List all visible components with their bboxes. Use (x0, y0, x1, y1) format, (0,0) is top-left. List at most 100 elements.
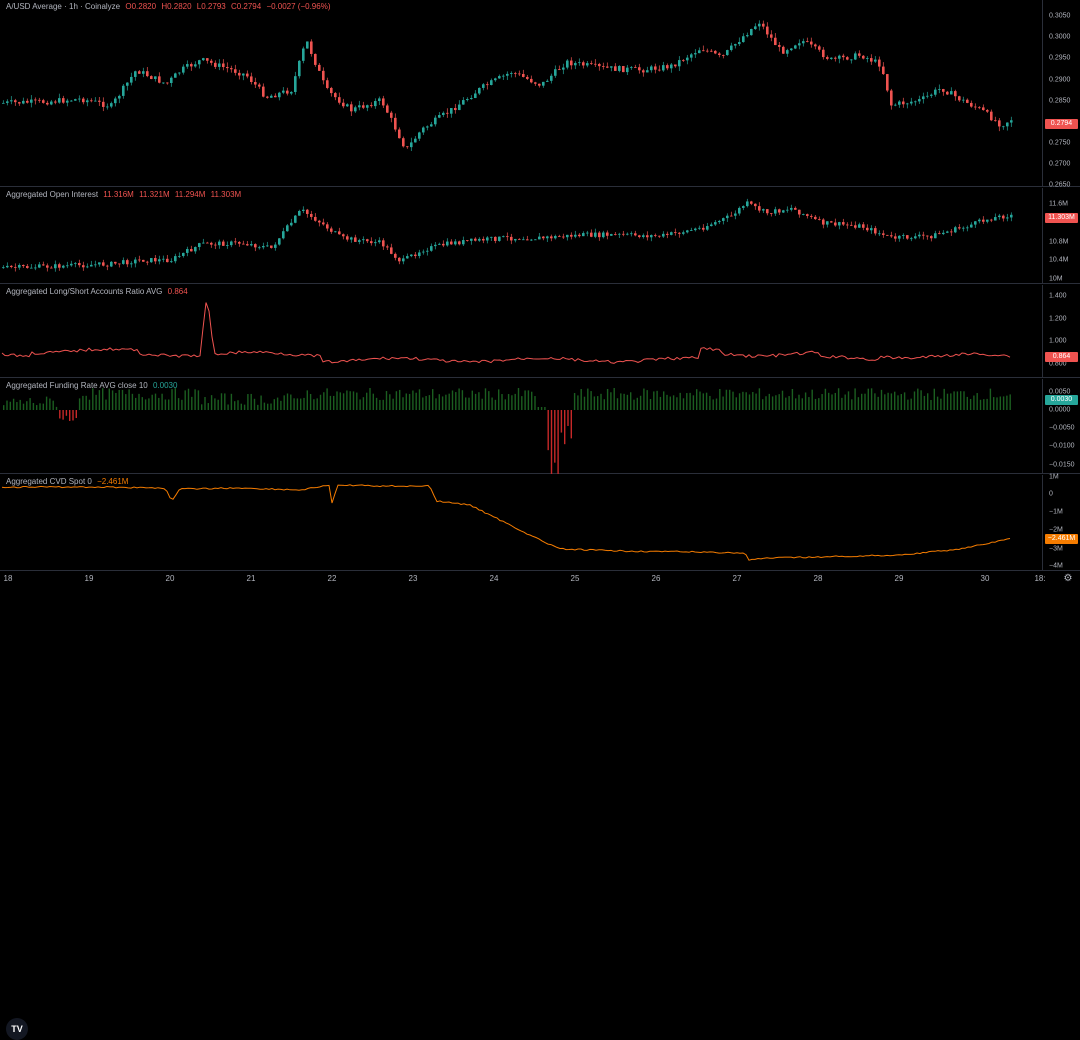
cvd-line[interactable] (0, 475, 1042, 570)
fr-bar (428, 395, 431, 410)
fr-bar (540, 407, 543, 410)
funding-rate-bars[interactable] (0, 379, 1042, 474)
price-candle-body (350, 104, 353, 112)
oi-candle-body (634, 233, 637, 236)
oi-axis[interactable]: 11.6M 10.8M 10.4M 10M 11.303M (1042, 188, 1080, 283)
fr-bar (227, 404, 229, 410)
fr-bar (65, 410, 68, 416)
price-candle-body (330, 87, 333, 94)
open-interest-pane[interactable]: Aggregated Open Interest 11.316M 11.321M… (0, 188, 1080, 284)
fr-axis[interactable]: 0.0050 0.0000 −0.0050 −0.0100 −0.0150 0.… (1042, 379, 1080, 473)
oi-candle-body (358, 240, 361, 242)
fr-bar (593, 396, 596, 410)
oi-candle-body (410, 254, 413, 257)
oi-candle-body (898, 235, 901, 239)
oi-candle-body (94, 264, 97, 266)
oi-candle-body (642, 235, 645, 237)
ls-legend: Aggregated Long/Short Accounts Ratio AVG… (6, 287, 191, 296)
oi-candle-body (278, 238, 281, 245)
price-candle-body (258, 84, 261, 87)
price-candle-body (170, 77, 173, 83)
price-candle-body (482, 84, 485, 88)
price-candle-body (942, 89, 945, 92)
fr-bar (366, 392, 368, 410)
oi-candle-body (218, 241, 221, 246)
fr-bar (260, 395, 262, 410)
funding-rate-pane[interactable]: Aggregated Funding Rate AVG close 10 0.0… (0, 379, 1080, 474)
price-candle-body (326, 80, 329, 88)
price-candle-body (954, 91, 957, 97)
fr-tick: −0.0150 (1049, 461, 1075, 469)
price-candle-body (346, 104, 349, 107)
fr-bar (418, 389, 421, 410)
oi-candle-body (442, 243, 445, 246)
fr-bar (484, 388, 487, 410)
oi-candle-body (806, 214, 809, 216)
price-candle-body (650, 66, 653, 71)
oi-candle-body (982, 219, 985, 222)
fr-bar (514, 393, 516, 410)
oi-candle-body (766, 209, 769, 214)
time-tick: 25 (570, 574, 580, 583)
fr-bar (131, 393, 134, 410)
oi-candle-body (522, 239, 525, 241)
oi-candle-body (626, 233, 629, 235)
price-candle-body (606, 66, 609, 68)
price-pane[interactable]: A/USD Average · 1h · Coinalyze O0.2820 H… (0, 0, 1080, 189)
fr-bar (610, 392, 612, 410)
time-tick: 26 (651, 574, 661, 583)
oi-candle-body (594, 232, 597, 237)
fr-bar (326, 388, 328, 410)
oi-candle-body (838, 222, 841, 226)
fr-tick: −0.0100 (1049, 442, 1075, 450)
oi-candle-body (26, 266, 29, 268)
gear-icon[interactable]: ⚙ (1063, 573, 1073, 584)
fr-bar (372, 393, 374, 410)
oi-candle-body (918, 234, 921, 237)
cvd-pane[interactable]: Aggregated CVD Spot 0 −2.461M 1M 0 −1M −… (0, 474, 1080, 1040)
oi-candle-body (718, 220, 721, 223)
price-tick: 0.3050 (1049, 12, 1071, 20)
oi-candle-body (854, 225, 857, 228)
fr-bar (841, 397, 843, 410)
fr-bar (788, 396, 790, 410)
price-tick: 0.2650 (1049, 181, 1071, 189)
fr-bar (963, 391, 965, 410)
price-tick: 0.2700 (1049, 160, 1071, 168)
oi-candle-body (714, 222, 717, 225)
price-candle-body (602, 66, 605, 67)
fr-bar (197, 390, 200, 410)
price-candle-body (158, 76, 161, 83)
oi-title: Aggregated Open Interest (6, 190, 99, 199)
price-axis[interactable]: 0.3050 0.3000 0.2950 0.2900 0.2850 0.275… (1042, 0, 1080, 189)
long-short-line[interactable] (0, 285, 1042, 378)
fr-bar (821, 394, 823, 410)
cvd-axis[interactable]: 1M 0 −1M −2M −3M −4M −2.461M (1042, 474, 1080, 570)
oi-candle-body (498, 236, 501, 241)
price-candles[interactable] (0, 0, 1042, 187)
price-candle-body (818, 46, 821, 50)
tradingview-logo[interactable]: TV (6, 1018, 28, 1040)
price-candle-body (86, 100, 89, 103)
price-candle-body (934, 89, 937, 95)
price-candle-body (254, 82, 257, 85)
time-axis[interactable]: 18 19 20 21 22 23 24 25 26 27 28 29 30 1… (0, 570, 1080, 586)
oi-candle-body (222, 241, 225, 246)
long-short-pane[interactable]: Aggregated Long/Short Accounts Ratio AVG… (0, 285, 1080, 378)
price-candle-body (822, 49, 825, 58)
oi-candle-body (674, 232, 677, 233)
fr-bar (669, 396, 671, 410)
open-interest-candles[interactable] (0, 188, 1042, 284)
price-candle-body (902, 101, 905, 105)
oi-candle-body (734, 213, 737, 216)
fr-bar (940, 398, 942, 410)
oi-candle-body (306, 209, 309, 214)
fr-bar (237, 400, 239, 410)
oi-candle-body (666, 233, 669, 235)
fr-bar (771, 396, 774, 410)
fr-bar (867, 388, 869, 410)
oi-candle-body (98, 262, 101, 265)
fr-bar (171, 389, 173, 410)
ls-axis[interactable]: 1.400 1.200 1.000 0.800 0.864 (1042, 285, 1080, 377)
price-candle-body (998, 120, 1001, 127)
